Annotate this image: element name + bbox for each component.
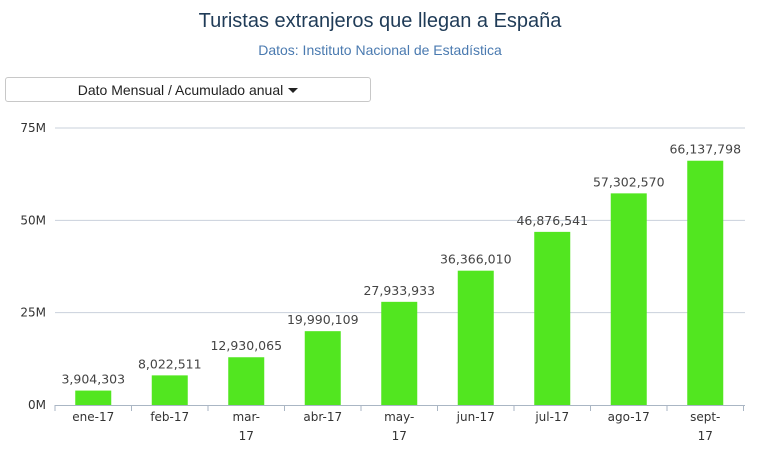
data-label: 27,933,933	[363, 283, 435, 298]
bar[interactable]	[457, 270, 494, 405]
chart-subtitle: Datos: Instituto Nacional de Estadística	[258, 42, 502, 58]
x-tick-label: jun-17	[456, 410, 495, 424]
y-axis-ticks: 0M 25M 50M 75M	[20, 121, 46, 412]
data-labels: 3,904,303 8,022,511 12,930,065 19,990,109 27…	[61, 142, 741, 387]
bar[interactable]	[304, 331, 341, 405]
bar[interactable]	[228, 357, 265, 405]
x-tick-label: ene-17	[72, 410, 114, 424]
y-tick-label: 75M	[20, 121, 46, 135]
x-tick-label: may-17	[384, 410, 414, 443]
data-label: 3,904,303	[61, 372, 125, 387]
bar[interactable]	[381, 301, 418, 405]
data-label: 12,930,065	[210, 338, 282, 353]
chart-title: Turistas extranjeros que llegan a España	[198, 10, 562, 32]
x-tick-label: feb-17	[150, 410, 189, 424]
x-tick-label: ago-17	[608, 410, 650, 424]
caret-down-icon	[288, 88, 299, 93]
y-tick-label: 50M	[20, 213, 46, 227]
x-tick-label: jul-17	[534, 410, 569, 424]
x-tick-label: abr-17	[303, 410, 342, 424]
y-tick-label: 0M	[28, 398, 46, 412]
x-tick-label: mar-17	[232, 410, 260, 443]
data-label: 19,990,109	[287, 312, 359, 327]
view-selector-label: Dato Mensual / Acumulado anual	[77, 81, 284, 98]
bar[interactable]	[151, 375, 188, 405]
data-label: 8,022,511	[138, 356, 202, 371]
bar[interactable]	[687, 160, 724, 405]
bars	[75, 160, 724, 405]
view-selector-dropdown[interactable]: Dato Mensual / Acumulado anual	[5, 77, 371, 102]
data-label: 46,876,541	[516, 213, 588, 228]
x-tick-label: sept-17	[690, 410, 720, 443]
data-label: 66,137,798	[669, 142, 741, 157]
x-axis: ene-17 feb-17 mar-17 abr-17 may-17 jun-17 jul-…	[54, 405, 745, 443]
data-label: 57,302,570	[593, 174, 665, 189]
bar[interactable]	[610, 193, 647, 405]
bar[interactable]	[75, 390, 112, 405]
y-tick-label: 25M	[20, 306, 46, 320]
bar[interactable]	[534, 231, 571, 405]
data-label: 36,366,010	[440, 252, 512, 267]
